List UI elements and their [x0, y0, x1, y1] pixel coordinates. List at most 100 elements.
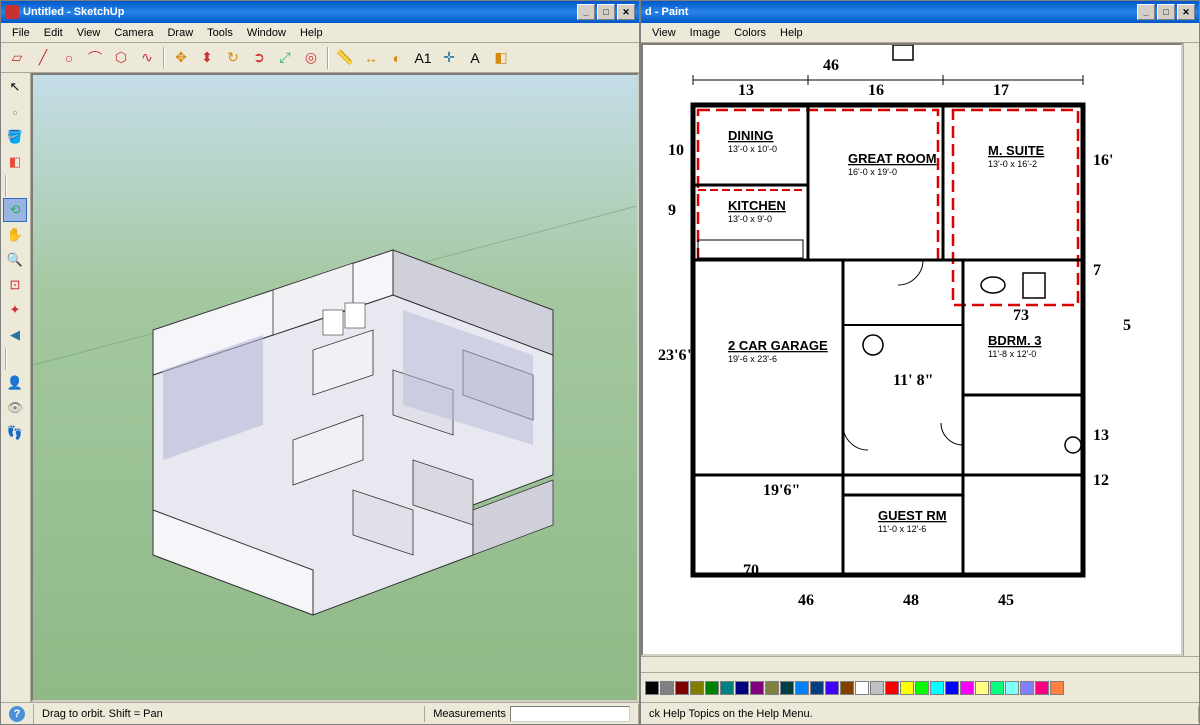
- svg-text:19'6": 19'6": [763, 482, 800, 499]
- menu-edit[interactable]: Edit: [37, 25, 70, 41]
- color-swatch[interactable]: [990, 681, 1004, 695]
- minimize-button[interactable]: _: [1137, 4, 1155, 20]
- color-swatch[interactable]: [675, 681, 689, 695]
- circle-icon[interactable]: ○: [57, 46, 81, 70]
- color-swatch[interactable]: [960, 681, 974, 695]
- color-swatch[interactable]: [885, 681, 899, 695]
- paint-icon[interactable]: 🪣: [3, 125, 27, 149]
- menu-colors[interactable]: Colors: [727, 25, 773, 41]
- menu-tools[interactable]: Tools: [200, 25, 240, 41]
- color-swatch[interactable]: [825, 681, 839, 695]
- paint-canvas[interactable]: DINING13'-0 x 10'-0GREAT ROOM16'-0 x 19'…: [641, 43, 1183, 656]
- color-swatch[interactable]: [915, 681, 929, 695]
- color-swatch[interactable]: [870, 681, 884, 695]
- menu-window[interactable]: Window: [240, 25, 293, 41]
- svg-text:46: 46: [798, 592, 814, 609]
- axes-icon[interactable]: ✛: [437, 46, 461, 70]
- zoom-window-icon[interactable]: ⊡: [3, 273, 27, 297]
- lookaround-icon[interactable]: 👁: [3, 396, 27, 420]
- color-swatch[interactable]: [1020, 681, 1034, 695]
- freehand-icon[interactable]: ∿: [135, 46, 159, 70]
- close-button[interactable]: ✕: [617, 4, 635, 20]
- svg-text:19'-6 x 23'-6: 19'-6 x 23'-6: [728, 354, 777, 364]
- 3dtext-icon[interactable]: A: [463, 46, 487, 70]
- color-swatch[interactable]: [765, 681, 779, 695]
- paint-menubar: ViewImageColorsHelp: [641, 23, 1199, 43]
- color-swatch[interactable]: [795, 681, 809, 695]
- maximize-button[interactable]: □: [1157, 4, 1175, 20]
- color-swatch[interactable]: [840, 681, 854, 695]
- rectangle-icon[interactable]: ▱: [5, 46, 29, 70]
- color-swatch[interactable]: [855, 681, 869, 695]
- svg-text:7: 7: [1093, 262, 1101, 279]
- color-swatch[interactable]: [930, 681, 944, 695]
- walk-icon[interactable]: 👣: [3, 421, 27, 445]
- color-swatch[interactable]: [810, 681, 824, 695]
- sketchup-titlebar[interactable]: Untitled - SketchUp _ □ ✕: [1, 1, 639, 23]
- menu-help[interactable]: Help: [293, 25, 330, 41]
- select-icon[interactable]: ↖: [3, 75, 27, 99]
- color-swatch[interactable]: [1050, 681, 1064, 695]
- move-icon[interactable]: ✥: [169, 46, 193, 70]
- menu-help[interactable]: Help: [773, 25, 810, 41]
- model-3d: [33, 75, 639, 695]
- horizontal-scrollbar[interactable]: [641, 656, 1199, 672]
- sketchup-menubar: FileEditViewCameraDrawToolsWindowHelp: [1, 23, 639, 43]
- sketchup-viewport[interactable]: [31, 73, 639, 702]
- vertical-scrollbar[interactable]: [1183, 43, 1199, 656]
- color-swatch[interactable]: [975, 681, 989, 695]
- maximize-button[interactable]: □: [597, 4, 615, 20]
- menu-draw[interactable]: Draw: [160, 25, 200, 41]
- svg-text:11' 8": 11' 8": [893, 372, 933, 389]
- position-icon[interactable]: 👤: [3, 371, 27, 395]
- menu-camera[interactable]: Camera: [107, 25, 160, 41]
- color-swatch[interactable]: [720, 681, 734, 695]
- paint-statusbar: ck Help Topics on the Help Menu.: [641, 702, 1199, 724]
- offset-icon[interactable]: ◎: [299, 46, 323, 70]
- polygon-icon[interactable]: ⬡: [109, 46, 133, 70]
- scale-icon[interactable]: ⤢: [273, 46, 297, 70]
- line-icon[interactable]: ╱: [31, 46, 55, 70]
- zoom-icon[interactable]: 🔍: [3, 248, 27, 272]
- color-swatch[interactable]: [645, 681, 659, 695]
- rotate-icon[interactable]: ↻: [221, 46, 245, 70]
- menu-view[interactable]: View: [70, 25, 108, 41]
- svg-text:73: 73: [1013, 307, 1029, 324]
- color-swatch[interactable]: [945, 681, 959, 695]
- section-icon[interactable]: ◧: [489, 46, 513, 70]
- color-swatch[interactable]: [1035, 681, 1049, 695]
- sketchup-side-toolbar: ↖▫🪣◧ ⟲✋🔍⊡✦◀ 👤👁👣: [1, 73, 31, 702]
- color-swatch[interactable]: [690, 681, 704, 695]
- arc-icon[interactable]: ⌒: [83, 46, 107, 70]
- menu-file[interactable]: File: [5, 25, 37, 41]
- zoom-extents-icon[interactable]: ✦: [3, 298, 27, 322]
- dimension-icon[interactable]: ↔: [359, 46, 383, 70]
- menu-image[interactable]: Image: [683, 25, 728, 41]
- color-swatch[interactable]: [780, 681, 794, 695]
- component-icon[interactable]: ▫: [3, 100, 27, 124]
- eraser-icon[interactable]: ◧: [3, 150, 27, 174]
- protractor-icon[interactable]: ◐: [385, 46, 409, 70]
- svg-text:16: 16: [868, 82, 884, 99]
- followme-icon[interactable]: ➲: [247, 46, 271, 70]
- text-icon[interactable]: A1: [411, 46, 435, 70]
- pan-icon[interactable]: ✋: [3, 223, 27, 247]
- color-swatch[interactable]: [660, 681, 674, 695]
- pushpull-icon[interactable]: ⬍: [195, 46, 219, 70]
- svg-text:13: 13: [738, 82, 754, 99]
- color-swatch[interactable]: [735, 681, 749, 695]
- color-swatch[interactable]: [1005, 681, 1019, 695]
- color-swatch[interactable]: [900, 681, 914, 695]
- svg-text:45: 45: [998, 592, 1014, 609]
- color-swatch[interactable]: [705, 681, 719, 695]
- close-button[interactable]: ✕: [1177, 4, 1195, 20]
- previous-icon[interactable]: ◀: [3, 323, 27, 347]
- menu-view[interactable]: View: [645, 25, 683, 41]
- help-icon[interactable]: ?: [9, 706, 25, 722]
- minimize-button[interactable]: _: [577, 4, 595, 20]
- measurements-input[interactable]: [510, 706, 630, 722]
- tape-icon[interactable]: 📏: [333, 46, 357, 70]
- orbit-icon[interactable]: ⟲: [3, 198, 27, 222]
- color-swatch[interactable]: [750, 681, 764, 695]
- paint-titlebar[interactable]: d - Paint _ □ ✕: [641, 1, 1199, 23]
